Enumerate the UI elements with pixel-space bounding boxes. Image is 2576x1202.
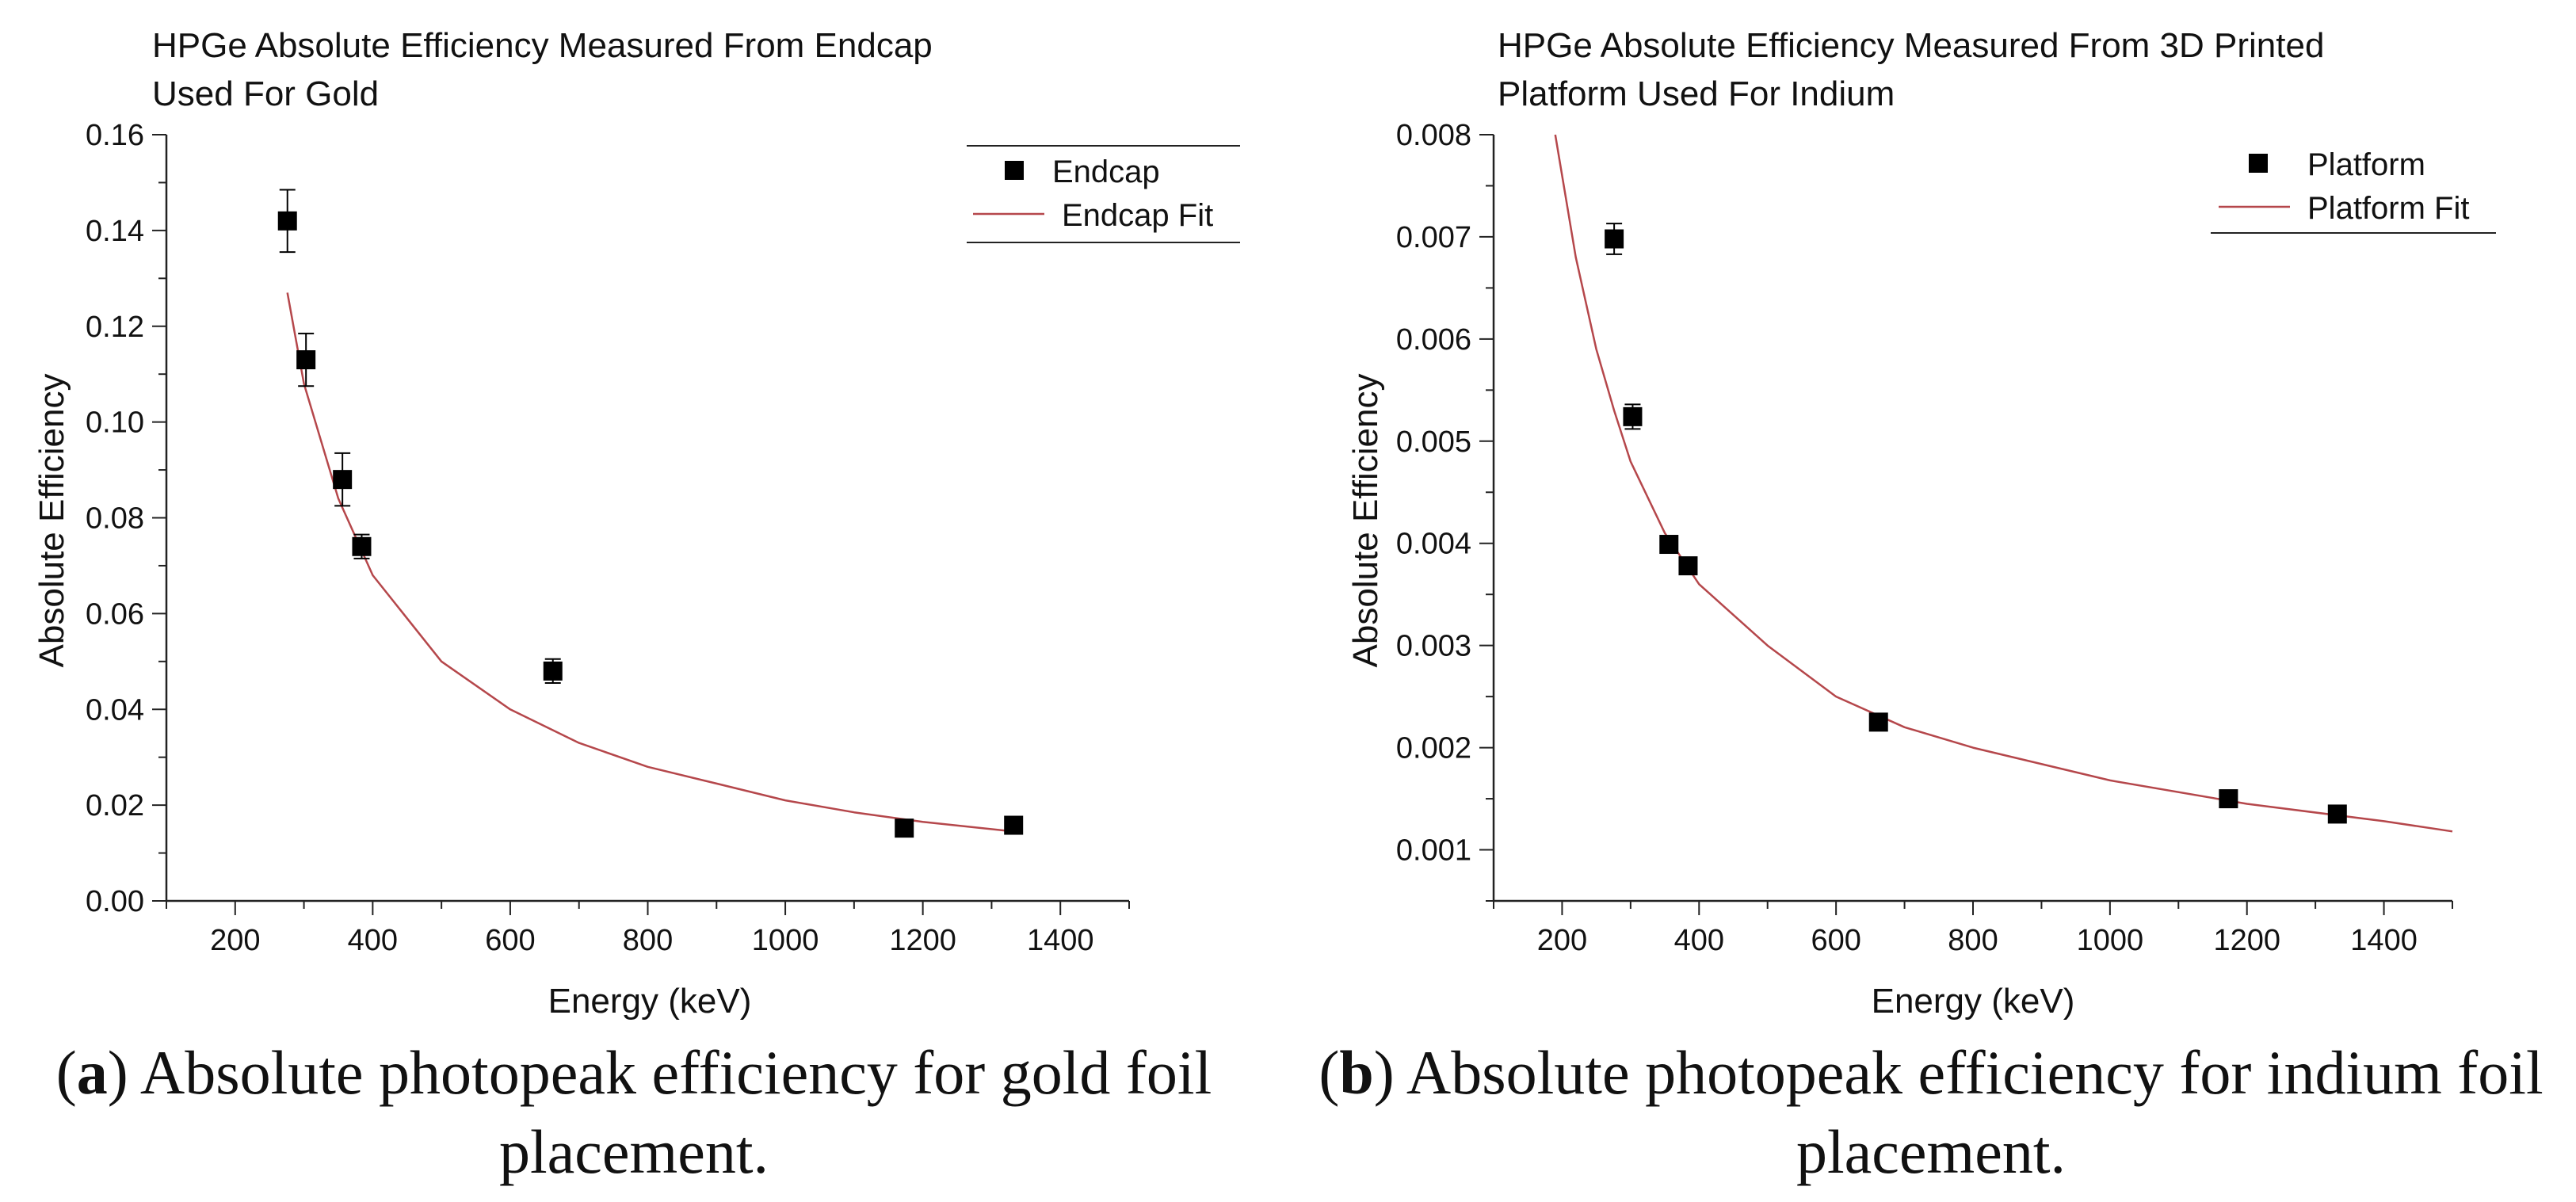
chart-a-data-point [277, 211, 297, 231]
caption-b-line-2: placement. [1796, 1117, 2066, 1186]
caption-b-line-1: (b) Absolute photopeak efficiency for in… [1319, 1038, 2543, 1107]
caption-b-panel-label: b [1339, 1038, 1373, 1107]
chart-a-x-tick-label: 1400 [1027, 924, 1094, 957]
chart-a-x-axis-label: Energy (keV) [548, 982, 752, 1021]
chart-a-y-tick-label: 0.04 [86, 693, 144, 727]
caption-a: (a) Absolute photopeak efficiency for go… [56, 1038, 1212, 1186]
chart-b-x-tick-label: 200 [1537, 924, 1587, 957]
caption-a-line-2: placement. [499, 1117, 769, 1186]
chart-b-y-tick-label: 0.005 [1396, 425, 1471, 459]
chart-b-data-point [1868, 712, 1888, 732]
chart-a-legend-marker-swatch [1005, 161, 1024, 180]
chart-a-y-tick-label: 0.16 [86, 119, 144, 152]
chart-b-y-tick-label: 0.006 [1396, 323, 1471, 357]
chart-b-x-axis-label: Energy (keV) [1872, 982, 2075, 1021]
chart-b-y-tick-label: 0.008 [1396, 119, 1471, 152]
chart-a-legend-entry-endcap: Endcap [1052, 155, 1160, 189]
chart-b-ticks: 200 400 600 800 1000 1200 1400 0.001 0.002 0.003 0… [1396, 119, 2453, 957]
chart-b-y-tick-label: 0.002 [1396, 732, 1471, 765]
chart-a-data-point [895, 819, 914, 838]
chart-b-x-tick-label: 600 [1811, 924, 1860, 957]
chart-a-ticks: 200 400 600 800 1000 1200 1400 0.00 0.02 0.04 0.06… [86, 119, 1130, 957]
chart-a-legend-entry-endcap-fit: Endcap Fit [1062, 198, 1213, 233]
chart-a-data-series [277, 189, 1024, 838]
chart-b-data-point [1623, 406, 1643, 426]
chart-b-x-tick-label: 800 [1948, 924, 1998, 957]
chart-a-y-tick-label: 0.02 [86, 789, 144, 822]
chart-b-data-series [1605, 223, 2347, 824]
chart-b-data-point [2327, 804, 2347, 824]
chart-a-fit-series [286, 292, 1014, 833]
caption-b-text: Absolute photopeak efficiency for indium… [1406, 1038, 2544, 1107]
chart-panel-a: HPGe Absolute Efficiency Measured From E… [32, 26, 1240, 1021]
chart-b-fit-series [1554, 134, 2453, 833]
chart-a-x-tick-label: 400 [348, 924, 398, 957]
chart-b-data-point [1605, 229, 1624, 249]
chart-a-y-axis-label: Absolute Efficiency [32, 374, 71, 668]
chart-a-x-tick-label: 1200 [889, 924, 956, 957]
chart-a-title-line-1: HPGe Absolute Efficiency Measured From E… [152, 26, 933, 65]
caption-b: (b) Absolute photopeak efficiency for in… [1319, 1038, 2543, 1186]
chart-b-x-tick-label: 400 [1674, 924, 1724, 957]
chart-b-legend-entry-platform: Platform [2307, 147, 2425, 182]
chart-b-y-tick-label: 0.004 [1396, 528, 1471, 561]
chart-b-x-tick-label: 1000 [2077, 924, 2144, 957]
chart-a-data-point [333, 470, 353, 490]
chart-b-x-tick-label: 1400 [2350, 924, 2418, 957]
chart-a-y-tick-label: 0.10 [86, 406, 144, 440]
chart-a-data-point [1004, 815, 1024, 835]
chart-b-legend: Platform Platform Fit [2211, 147, 2496, 234]
chart-a-fit-line [286, 292, 1014, 833]
chart-b-fit-line [1554, 134, 2453, 833]
chart-a-y-tick-label: 0.06 [86, 597, 144, 631]
chart-a-axes [165, 135, 1129, 902]
caption-a-line-1: (a) Absolute photopeak efficiency for go… [56, 1038, 1212, 1107]
chart-b-y-tick-label: 0.001 [1396, 834, 1471, 868]
chart-b-data-point [2219, 789, 2238, 809]
chart-a-data-point [543, 661, 563, 681]
chart-a-y-tick-label: 0.08 [86, 502, 144, 536]
chart-a-x-tick-label: 800 [623, 924, 673, 957]
chart-a-title-line-2: Used For Gold [152, 74, 379, 113]
chart-b-legend-entry-platform-fit: Platform Fit [2307, 191, 2469, 226]
chart-b-title-line-1: HPGe Absolute Efficiency Measured From 3… [1498, 26, 2324, 65]
chart-a-x-tick-label: 200 [210, 924, 260, 957]
chart-a-y-tick-label: 0.14 [86, 215, 144, 248]
chart-a-y-tick-label: 0.12 [86, 311, 144, 344]
chart-b-axes [1492, 135, 2452, 902]
chart-b-y-axis-label: Absolute Efficiency [1346, 374, 1385, 668]
chart-a-data-point [296, 350, 316, 370]
chart-b-y-tick-label: 0.007 [1396, 221, 1471, 254]
chart-a-data-point [352, 536, 372, 556]
chart-b-data-point [1678, 556, 1698, 576]
caption-a-text: Absolute photopeak efficiency for gold f… [140, 1038, 1212, 1107]
chart-panel-b: HPGe Absolute Efficiency Measured From 3… [1346, 26, 2496, 1021]
chart-b-y-tick-label: 0.003 [1396, 630, 1471, 663]
chart-b-legend-marker-swatch [2249, 154, 2268, 173]
chart-b-x-tick-label: 1200 [2213, 924, 2280, 957]
chart-a-y-tick-label: 0.00 [86, 885, 144, 918]
caption-a-panel-label: a [77, 1038, 108, 1107]
chart-a-legend: Endcap Endcap Fit [967, 145, 1240, 243]
chart-a-x-tick-label: 1000 [752, 924, 819, 957]
chart-a-x-tick-label: 600 [485, 924, 535, 957]
chart-b-data-point [1659, 535, 1679, 555]
chart-b-title-line-2: Platform Used For Indium [1498, 74, 1895, 113]
